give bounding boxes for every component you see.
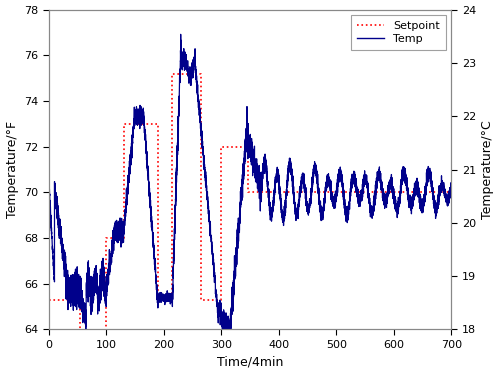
- X-axis label: Time/4min: Time/4min: [217, 355, 283, 368]
- Legend: Setpoint, Temp: Setpoint, Temp: [351, 15, 446, 50]
- Y-axis label: Temperature/°F: Temperature/°F: [6, 121, 18, 218]
- Y-axis label: Temperature/°C: Temperature/°C: [482, 120, 494, 219]
